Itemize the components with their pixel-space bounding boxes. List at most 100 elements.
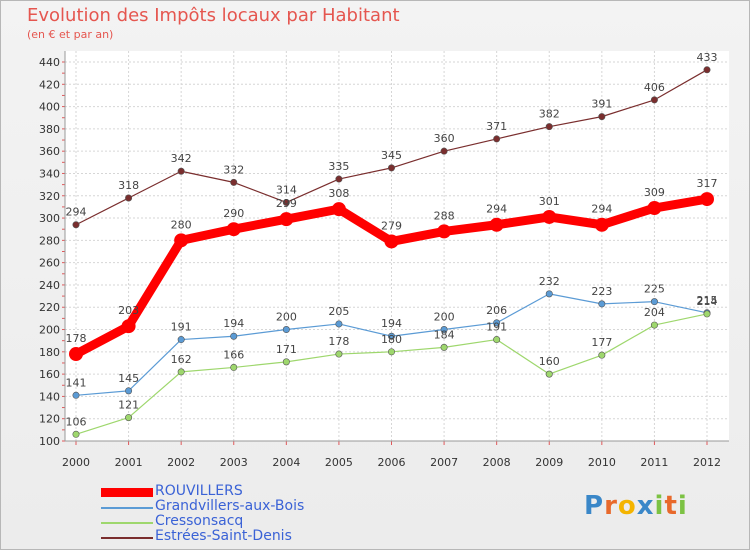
data-point (440, 326, 448, 334)
data-label: 433 (697, 51, 718, 64)
data-label: 121 (118, 399, 139, 412)
y-tick-label: 140 (39, 390, 60, 403)
data-point (440, 343, 448, 351)
data-label: 178 (66, 332, 87, 345)
data-label: 162 (171, 353, 192, 366)
data-point (647, 201, 662, 216)
data-point (703, 310, 711, 318)
data-label: 294 (66, 206, 87, 219)
data-point (437, 224, 452, 239)
x-tick-label: 2001 (115, 456, 143, 469)
data-point (545, 290, 553, 298)
data-label: 160 (539, 355, 560, 368)
data-label: 214 (697, 295, 718, 308)
data-label: 391 (591, 98, 612, 111)
data-label: 308 (328, 187, 349, 200)
logo-letter: P (584, 491, 605, 521)
data-label: 294 (591, 203, 612, 216)
y-tick-label: 180 (39, 346, 60, 359)
x-tick-label: 2002 (167, 456, 195, 469)
data-label: 345 (381, 149, 402, 162)
data-point (594, 217, 609, 232)
data-point (493, 319, 501, 327)
data-point (177, 167, 185, 175)
logo-letter: i (654, 491, 665, 521)
data-point (69, 347, 83, 362)
data-point (72, 221, 80, 229)
data-label: 290 (223, 207, 244, 220)
y-tick-label: 320 (39, 190, 60, 203)
legend-item: Estrées-Saint-Denis (101, 528, 361, 544)
data-label: 314 (276, 183, 297, 196)
data-point (125, 414, 133, 422)
data-label: 335 (328, 160, 349, 173)
y-tick-label: 280 (39, 234, 60, 247)
data-label: 299 (276, 197, 297, 210)
y-tick-label: 260 (39, 257, 60, 270)
data-point (177, 368, 185, 376)
data-label: 171 (276, 343, 297, 356)
data-label: 178 (328, 335, 349, 348)
data-label: 288 (434, 209, 455, 222)
logo-letter: x (636, 491, 655, 521)
data-label: 294 (486, 203, 507, 216)
legend-label: Grandvillers-aux-Bois (155, 498, 305, 514)
y-tick-label: 300 (39, 212, 60, 225)
x-tick-label: 2010 (588, 456, 616, 469)
data-label: 194 (223, 317, 244, 330)
data-point (493, 336, 501, 344)
legend-label: ROUVILLERS (155, 483, 243, 499)
data-point (387, 348, 395, 356)
y-tick-label: 340 (39, 167, 60, 180)
logo-letter: t (664, 491, 678, 521)
data-point (282, 198, 290, 206)
y-tick-label: 100 (39, 435, 60, 448)
data-point (230, 178, 238, 186)
logo-letter: i (677, 491, 688, 521)
data-label: 318 (118, 179, 139, 192)
data-point (230, 332, 238, 340)
data-label: 180 (381, 333, 402, 346)
data-point (493, 135, 501, 143)
data-point (387, 332, 395, 340)
data-label: 279 (381, 219, 402, 232)
data-label: 309 (644, 186, 665, 199)
data-label: 317 (697, 177, 718, 190)
data-point (335, 175, 343, 183)
data-point (72, 430, 80, 438)
data-point (177, 336, 185, 344)
data-point (545, 370, 553, 378)
x-tick-label: 2004 (272, 456, 300, 469)
data-label: 280 (171, 218, 192, 231)
y-tick-label: 440 (39, 56, 60, 69)
data-point (125, 387, 133, 395)
data-point (387, 164, 395, 172)
y-tick-label: 220 (39, 301, 60, 314)
data-label: 166 (223, 348, 244, 361)
legend-label: Cressonsacq (155, 513, 244, 529)
data-point (542, 209, 557, 224)
x-tick-label: 2003 (220, 456, 248, 469)
data-point (335, 350, 343, 358)
data-point (331, 202, 346, 217)
data-point (279, 212, 294, 227)
x-tick-label: 2000 (62, 456, 90, 469)
data-label: 360 (434, 132, 455, 145)
data-point (703, 66, 711, 74)
data-label: 332 (223, 163, 244, 176)
y-tick-label: 240 (39, 279, 60, 292)
data-label: 200 (276, 311, 297, 324)
data-label: 191 (171, 321, 192, 334)
chart-title: Evolution des Impôts locaux par Habitant (27, 5, 400, 26)
data-label: 205 (328, 305, 349, 318)
data-label: 177 (591, 336, 612, 349)
legend-item: Grandvillers-aux-Bois (101, 498, 361, 514)
logo-letter: r (604, 491, 618, 521)
data-label: 203 (118, 304, 139, 317)
data-point (489, 217, 504, 232)
data-label: 342 (171, 152, 192, 165)
x-tick-label: 2011 (640, 456, 668, 469)
legend-item: ROUVILLERS (101, 483, 361, 499)
data-label: 225 (644, 283, 665, 296)
